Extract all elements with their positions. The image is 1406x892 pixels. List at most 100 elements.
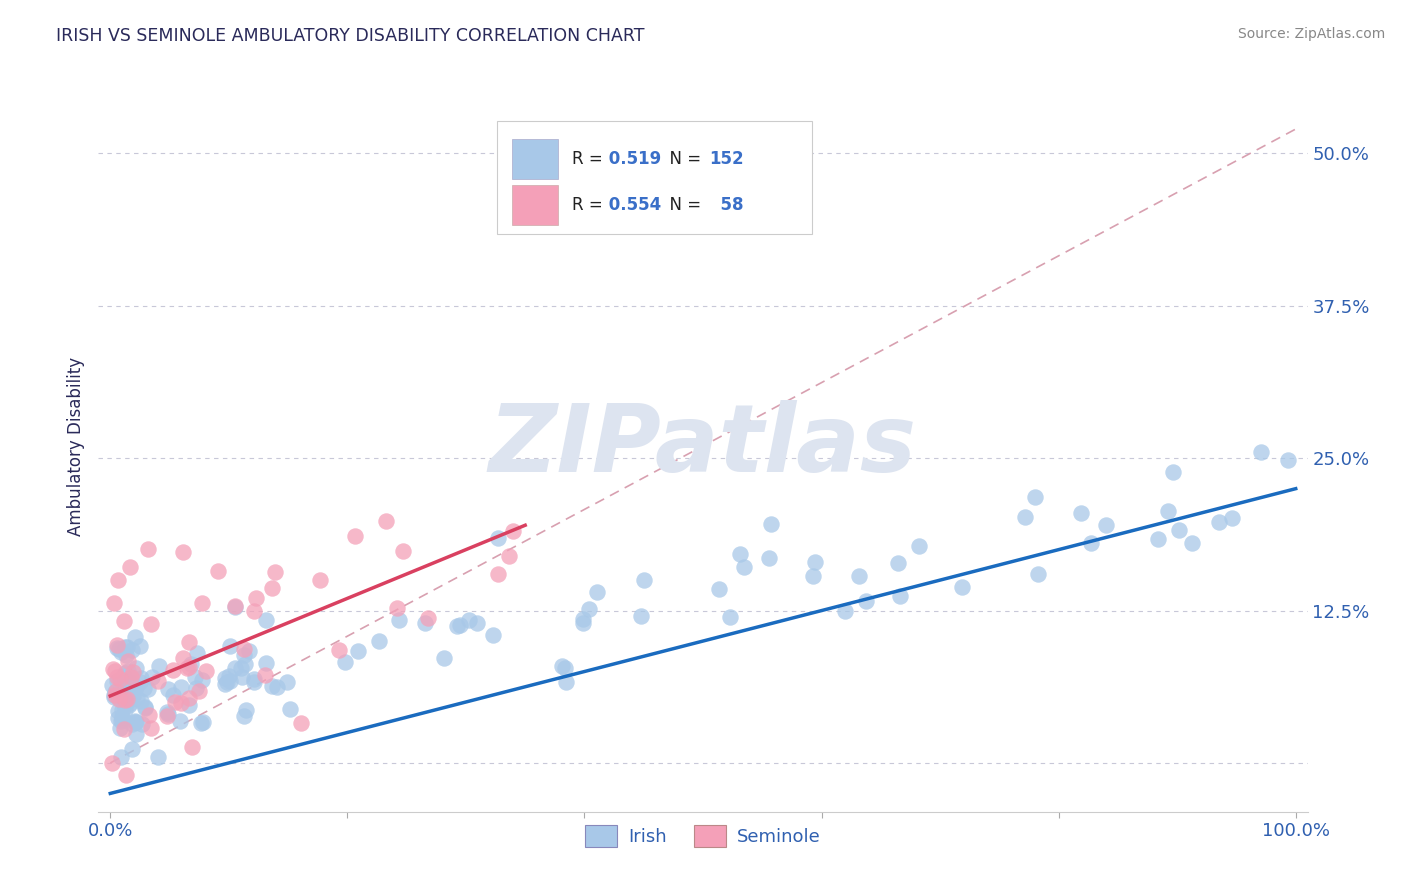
Point — [1167, 523, 1189, 537]
Point — [132, 681, 155, 695]
Point — [180, 657, 202, 672]
Text: R =: R = — [572, 195, 609, 213]
Point — [121, 681, 143, 695]
Point — [276, 674, 298, 689]
Point — [117, 676, 139, 690]
Point — [114, 682, 136, 697]
Point — [262, 581, 284, 595]
Point — [834, 604, 856, 618]
Point — [107, 704, 129, 718]
Text: 0.519: 0.519 — [603, 150, 661, 168]
Point — [907, 539, 929, 553]
Text: N =: N = — [659, 150, 707, 168]
Point — [179, 698, 201, 713]
Text: 0.554: 0.554 — [603, 195, 661, 213]
Text: N =: N = — [659, 195, 707, 213]
Point — [218, 669, 240, 683]
Point — [124, 630, 146, 644]
Point — [103, 688, 125, 702]
Point — [385, 601, 408, 615]
Point — [482, 628, 505, 642]
Point — [107, 573, 129, 587]
Point — [139, 617, 162, 632]
Point — [115, 768, 138, 782]
Point — [114, 665, 136, 680]
Point — [309, 573, 332, 587]
Point — [172, 651, 194, 665]
Point — [104, 689, 127, 703]
Point — [233, 708, 256, 723]
Point — [129, 675, 152, 690]
Point — [219, 674, 242, 689]
Point — [177, 635, 200, 649]
Point — [114, 703, 136, 717]
Point — [344, 529, 367, 543]
Point — [105, 640, 128, 655]
Point — [103, 685, 125, 699]
Point — [191, 714, 214, 729]
Point — [103, 690, 125, 705]
Point — [186, 647, 208, 661]
FancyBboxPatch shape — [512, 185, 558, 225]
Point — [134, 699, 156, 714]
Point — [375, 514, 398, 528]
Point — [101, 756, 124, 770]
Point — [759, 516, 782, 531]
Point — [107, 710, 129, 724]
Point — [266, 680, 288, 694]
Point — [194, 664, 217, 678]
Point — [449, 618, 471, 632]
Point — [254, 656, 277, 670]
Point — [104, 664, 127, 678]
Point — [233, 648, 256, 662]
Point — [187, 683, 209, 698]
Point — [243, 674, 266, 689]
Point — [333, 656, 356, 670]
Point — [571, 615, 593, 630]
Point — [1146, 533, 1168, 547]
Point — [235, 703, 257, 717]
Point — [214, 677, 236, 691]
Point — [1220, 510, 1243, 524]
Point — [191, 596, 214, 610]
Point — [498, 549, 520, 563]
Text: ZIPatlas: ZIPatlas — [489, 400, 917, 492]
Point — [855, 594, 877, 608]
Point — [718, 610, 741, 624]
Point — [114, 676, 136, 690]
Point — [388, 613, 411, 627]
Point — [108, 642, 131, 657]
Point — [1163, 465, 1185, 479]
Point — [801, 568, 824, 582]
Point — [115, 692, 138, 706]
Point — [120, 670, 142, 684]
Point — [136, 542, 159, 557]
Point — [114, 692, 136, 706]
Point — [170, 696, 193, 710]
Point — [950, 581, 973, 595]
Point — [278, 702, 301, 716]
Legend: Irish, Seminole: Irish, Seminole — [578, 817, 828, 854]
Point — [110, 749, 132, 764]
Point — [224, 661, 246, 675]
Point — [633, 573, 655, 587]
Point — [488, 531, 510, 545]
Point — [131, 694, 153, 708]
Point — [111, 704, 134, 718]
Point — [118, 698, 141, 712]
Point — [162, 663, 184, 677]
Point — [105, 673, 128, 688]
Point — [243, 672, 266, 686]
FancyBboxPatch shape — [512, 139, 558, 179]
Point — [554, 661, 576, 675]
Point — [578, 601, 600, 615]
Point — [245, 591, 267, 605]
Point — [129, 671, 152, 685]
Point — [585, 584, 607, 599]
Point — [110, 714, 132, 729]
Point — [157, 706, 180, 721]
Point — [112, 669, 135, 683]
Point — [101, 678, 124, 692]
Point — [124, 714, 146, 729]
Point — [555, 674, 578, 689]
